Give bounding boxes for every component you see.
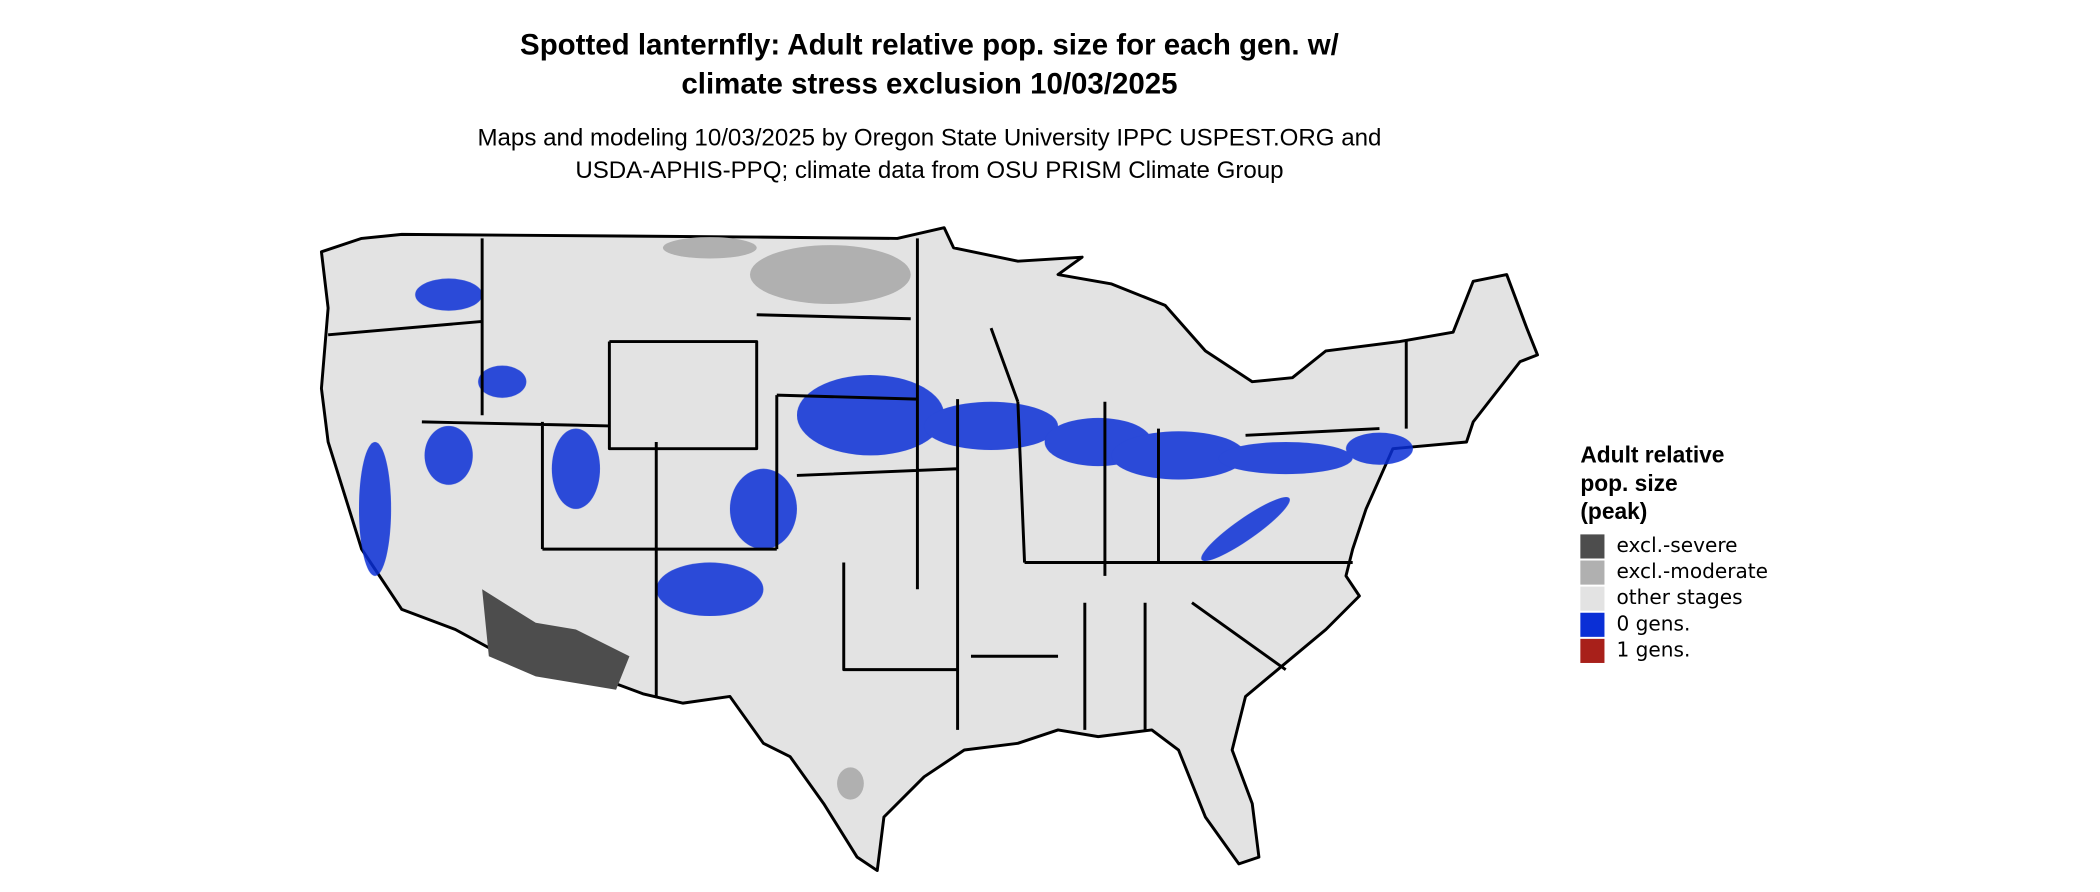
legend-label: other stages [1617, 585, 1743, 609]
state-borders [327, 238, 1408, 730]
legend-title: pop. size [1580, 470, 1677, 496]
legend-label: excl.-severe [1617, 533, 1738, 557]
zero-gens-area [358, 278, 1413, 617]
title-line: climate stress exclusion 10/03/2025 [681, 68, 1177, 101]
legend-swatch [1580, 534, 1605, 559]
subtitle-line: USDA-APHIS-PPQ; climate data from OSU PR… [575, 157, 1283, 184]
legend-swatch [1580, 560, 1605, 585]
legend-swatch [1580, 586, 1605, 611]
us-outline [319, 226, 1539, 873]
legend-label: 0 gens. [1617, 611, 1691, 635]
subtitle-line: Maps and modeling 10/03/2025 by Oregon S… [477, 125, 1381, 152]
legend: Adult relative pop. size (peak) excl.-se… [1580, 442, 1768, 663]
legend-label: 1 gens. [1617, 637, 1691, 661]
excl-moderate-area [837, 767, 864, 800]
excl-moderate-area [750, 245, 911, 305]
legend-title: Adult relative [1580, 442, 1724, 468]
legend-swatch [1580, 612, 1605, 637]
excl-moderate-area [662, 237, 757, 259]
us-map [319, 226, 1539, 873]
legend-swatch [1580, 638, 1605, 663]
excl-severe-area [482, 589, 630, 690]
title-line: Spotted lanternfly: Adult relative pop. … [520, 29, 1339, 62]
legend-label: excl.-moderate [1617, 559, 1769, 583]
legend-title: (peak) [1580, 498, 1647, 524]
